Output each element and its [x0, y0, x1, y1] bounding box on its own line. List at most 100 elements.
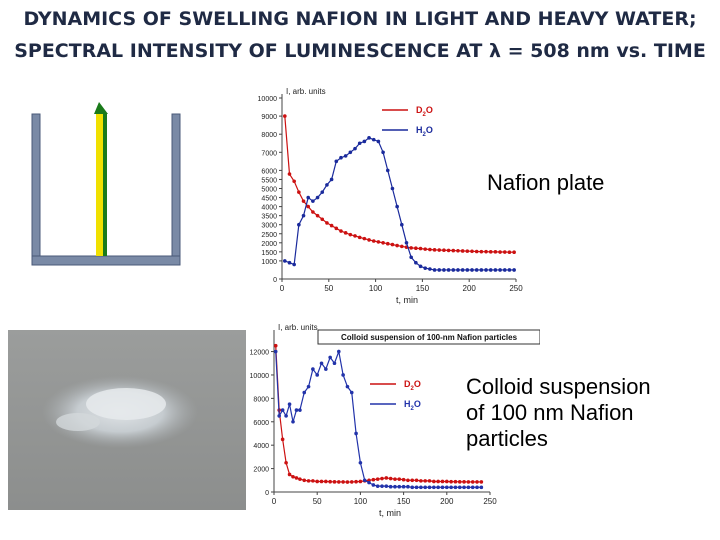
x-axis-label: t, min [379, 508, 401, 518]
data-point-D2O [343, 231, 348, 235]
data-point-H2O [280, 408, 285, 412]
data-point-D2O [406, 478, 410, 483]
data-point-H2O [292, 262, 296, 267]
data-point-D2O [320, 217, 325, 222]
data-point-D2O [357, 235, 362, 240]
data-point-H2O [354, 431, 358, 436]
data-point-H2O [446, 268, 451, 272]
legend-label-H2O: H2O [404, 399, 421, 412]
slide-title-line-1: DYNAMICS OF SWELLING NAFION IN LIGHT AND… [23, 8, 697, 30]
y-tick-label: 5000 [261, 187, 277, 194]
x-tick-label: 100 [369, 284, 383, 293]
data-point-D2O [401, 477, 406, 482]
arrow-up-icon [94, 102, 108, 114]
y-tick-label: 1500 [261, 250, 277, 257]
series-line-H2O [284, 137, 515, 271]
data-point-H2O [428, 267, 432, 271]
chart-title-box [317, 329, 540, 345]
data-point-H2O [395, 204, 399, 209]
data-point-D2O [498, 250, 502, 254]
x-tick-label: 200 [440, 497, 454, 506]
data-point-H2O [451, 268, 456, 272]
data-point-H2O [345, 384, 350, 389]
data-point-D2O [479, 249, 484, 254]
data-point-D2O [284, 460, 288, 465]
data-point-D2O [367, 238, 371, 242]
chart-nafion-plate: 0100015002000250030003500400045005000550… [258, 87, 524, 305]
data-point-H2O [502, 268, 507, 272]
data-point-D2O [273, 343, 278, 348]
data-point-H2O [287, 402, 292, 407]
data-point-D2O [457, 480, 462, 484]
data-point-H2O [375, 484, 380, 488]
data-point-H2O [475, 485, 479, 490]
data-point-D2O [393, 477, 397, 481]
data-point-D2O [446, 248, 451, 253]
nafion-plate-yellow-strip [96, 114, 103, 256]
data-point-H2O [328, 355, 332, 360]
data-point-D2O [427, 479, 432, 483]
data-point-H2O [315, 195, 320, 200]
data-point-H2O [325, 183, 329, 187]
data-point-H2O [341, 373, 345, 377]
data-point-H2O [376, 139, 381, 144]
label-nafion-plate: Nafion plate [487, 170, 605, 195]
data-point-D2O [380, 476, 384, 481]
data-point-D2O [474, 249, 479, 254]
data-point-D2O [341, 480, 345, 484]
y-tick-label: 8000 [253, 396, 269, 403]
y-tick-label: 4000 [261, 205, 277, 212]
y-tick-label: 5500 [261, 177, 277, 184]
data-point-D2O [388, 476, 393, 481]
data-point-D2O [381, 241, 385, 245]
data-point-D2O [283, 114, 287, 118]
data-point-H2O [339, 155, 343, 160]
data-point-D2O [306, 479, 311, 483]
label-colloid-line-3: particles [466, 426, 548, 451]
data-point-H2O [409, 255, 413, 260]
data-point-H2O [362, 478, 367, 483]
data-point-H2O [462, 485, 466, 490]
data-point-H2O [306, 195, 311, 200]
data-point-H2O [410, 485, 415, 490]
data-point-H2O [404, 241, 409, 245]
data-point-H2O [401, 484, 406, 489]
data-point-D2O [334, 226, 339, 231]
data-point-D2O [419, 479, 423, 483]
y-tick-label: 2000 [253, 467, 269, 474]
data-point-H2O [297, 222, 301, 227]
data-point-D2O [337, 480, 341, 484]
data-point-D2O [329, 223, 334, 228]
y-tick-label: 1000 [261, 259, 277, 266]
data-point-H2O [453, 485, 458, 490]
data-point-D2O [409, 246, 413, 250]
data-point-D2O [507, 250, 512, 255]
data-point-D2O [395, 243, 399, 248]
legend-label-D2O: D2O [404, 379, 421, 392]
data-point-D2O [445, 479, 449, 484]
data-point-H2O [362, 139, 367, 144]
data-point-D2O [475, 480, 479, 484]
data-point-D2O [376, 240, 381, 244]
data-point-H2O [385, 168, 390, 173]
data-point-H2O [457, 485, 462, 490]
data-point-D2O [354, 479, 358, 484]
y-tick-label: 12000 [250, 350, 270, 357]
legend-label-D2O: D2O [416, 105, 433, 118]
data-point-H2O [384, 484, 389, 488]
data-point-H2O [284, 414, 288, 418]
data-point-H2O [301, 213, 306, 218]
y-tick-label: 0 [273, 277, 277, 284]
data-point-H2O [298, 408, 302, 412]
data-point-D2O [301, 199, 306, 203]
data-point-D2O [449, 479, 453, 484]
data-point-H2O [498, 268, 502, 272]
data-point-D2O [384, 476, 389, 480]
data-point-D2O [353, 234, 357, 238]
data-point-H2O [465, 268, 470, 272]
data-point-H2O [302, 390, 307, 395]
data-point-D2O [456, 248, 460, 253]
data-point-H2O [512, 268, 516, 272]
data-point-D2O [294, 476, 299, 480]
data-point-H2O [427, 485, 432, 490]
